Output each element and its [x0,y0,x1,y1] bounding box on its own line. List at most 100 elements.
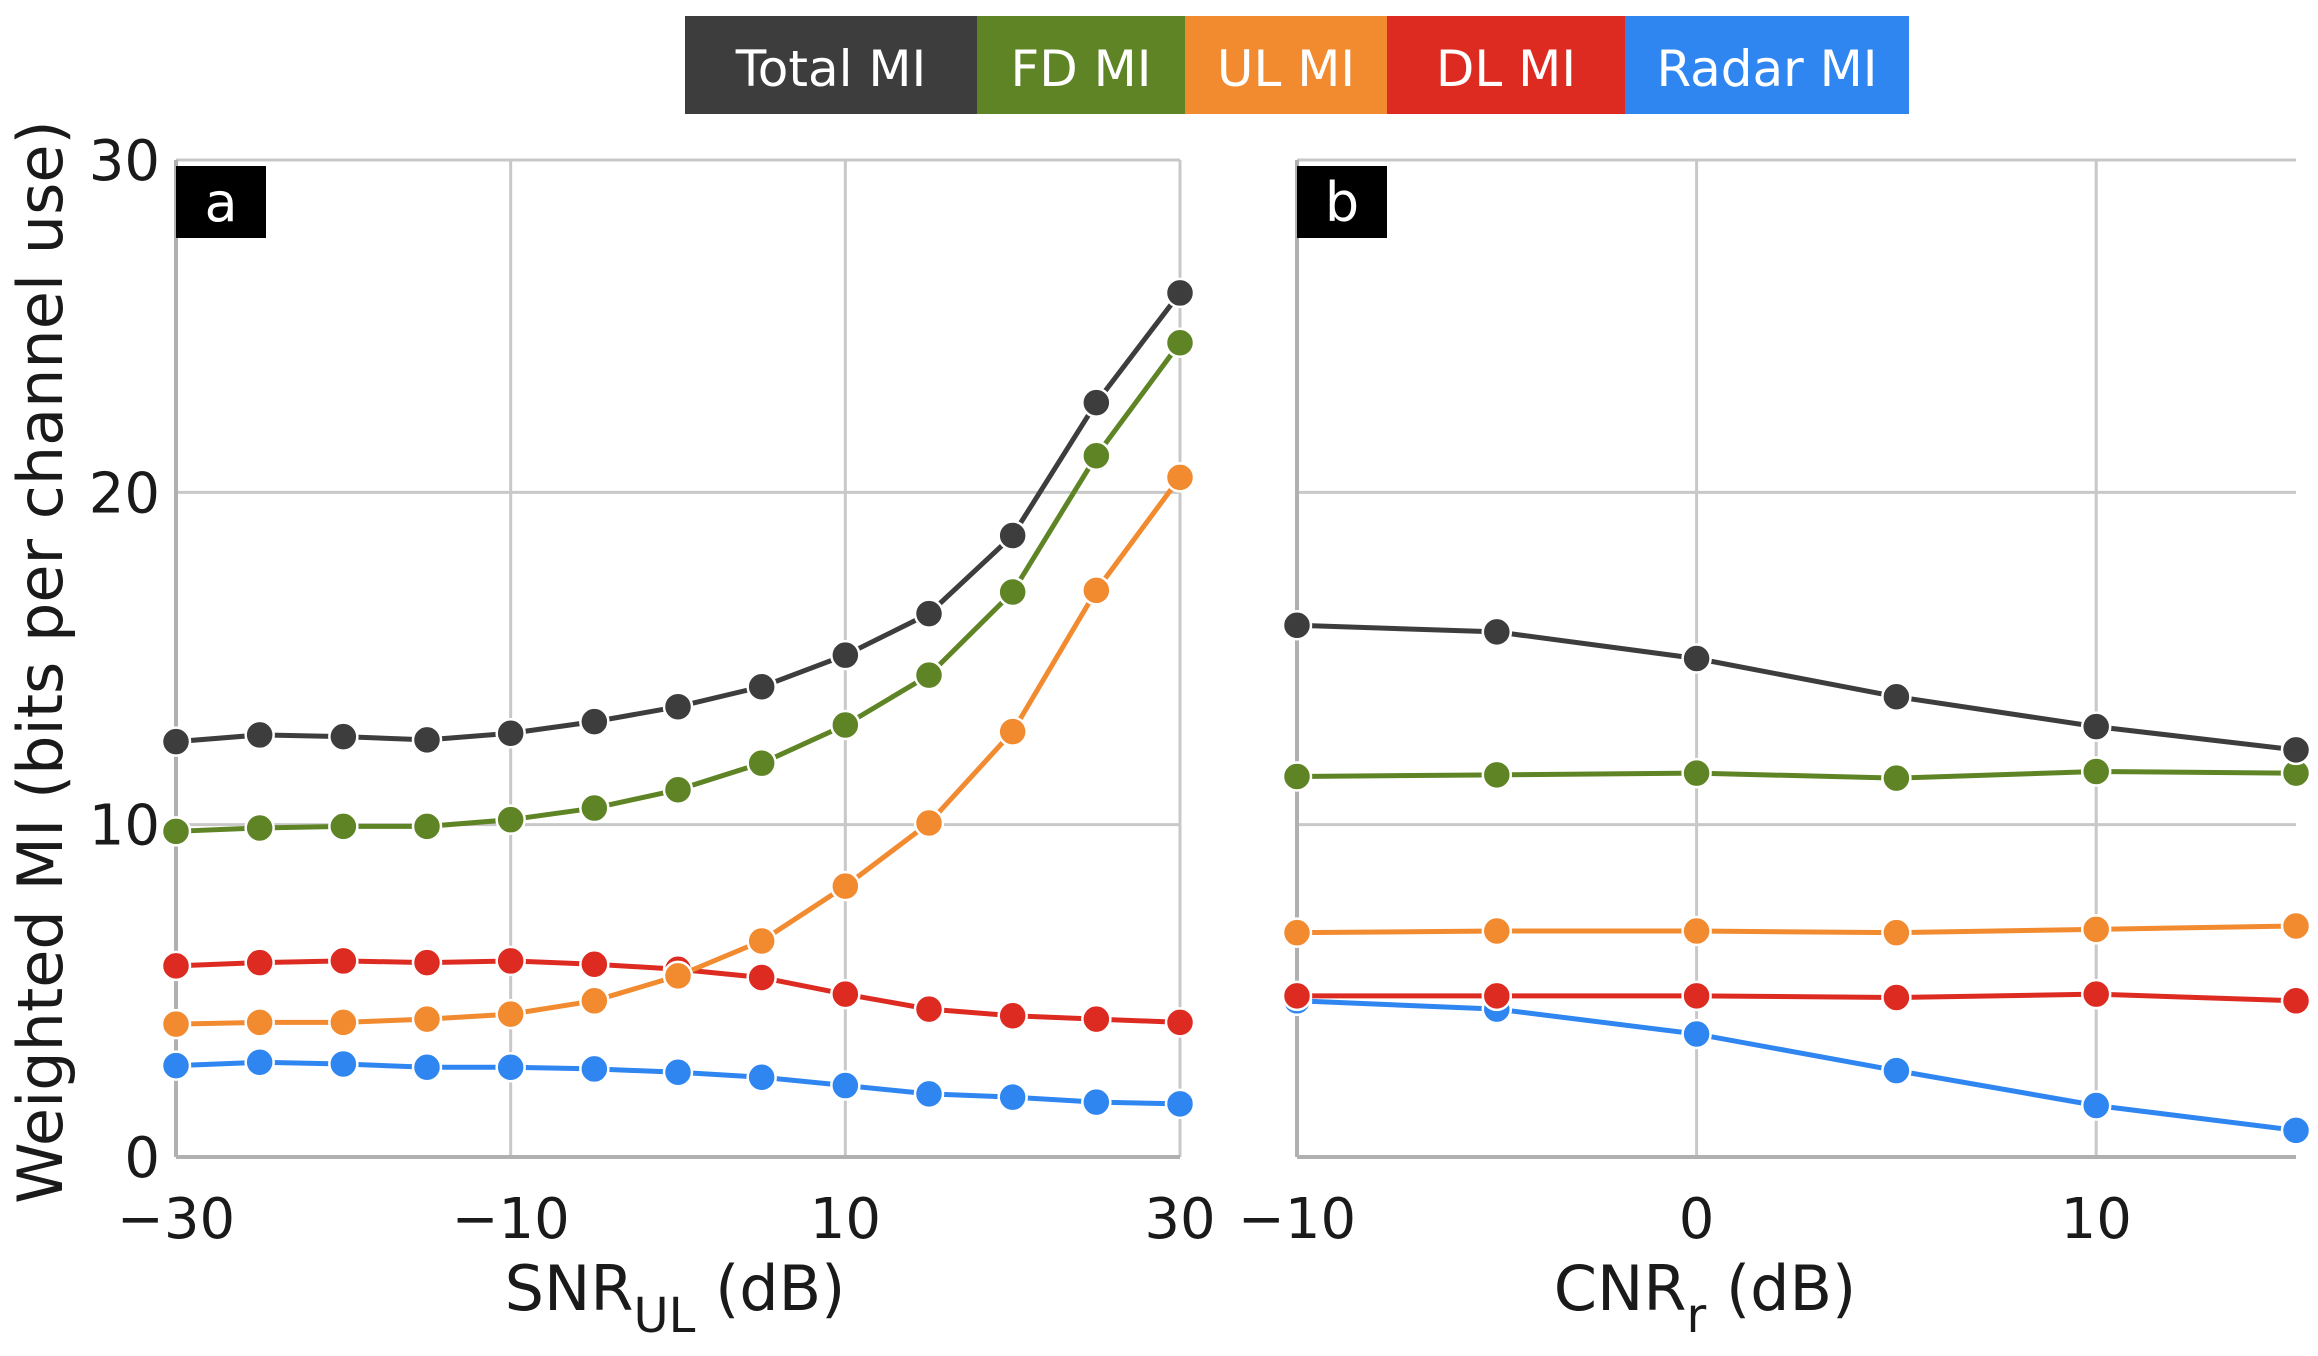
legend-item-total-mi: Total MI [685,16,977,114]
data-point [2280,910,2312,942]
data-point [1081,1086,1112,1118]
data-point [1881,762,1912,794]
data-point [495,804,526,835]
series-fd-mi [160,327,1196,847]
series-radar-mi [1281,985,2312,1146]
data-point [160,950,192,982]
series-total-mi [1281,610,2312,766]
data-point [579,948,610,980]
data-point [1281,980,1313,1012]
data-point [830,870,861,902]
series-line [1296,622,2297,753]
data-point [160,816,192,847]
data-point [746,925,777,957]
data-point [411,811,443,842]
data-point [2280,985,2312,1017]
data-point [1681,915,1712,947]
data-point [579,1053,610,1085]
data-point [411,724,443,756]
legend-item-dl-mi: DL MI [1387,16,1625,114]
data-point [1881,917,1912,948]
data-point [244,947,275,978]
series-line [175,475,1183,1027]
data-point [1481,759,1513,791]
data-point [997,1000,1028,1032]
data-point [244,1007,275,1038]
panel-b-tick-labels: −10 0 10 [1238,1187,2132,1252]
data-point [830,709,861,741]
data-point [1481,980,1513,1012]
legend-label: UL MI [1217,40,1355,98]
data-point [579,792,610,824]
data-point [1281,917,1313,948]
panel-b-plot: −10 0 10 b CNRr (dB) [1238,158,2312,1344]
legend-swatch [1625,16,1909,114]
x-tick-label: 10 [810,1187,881,1252]
data-point [913,807,945,839]
panel-a-tag-label: a [204,171,237,234]
data-point [2080,1090,2112,1121]
legend-label: DL MI [1436,40,1576,98]
panel-a-grid [176,158,1182,1157]
data-point [913,993,945,1025]
data-point [2080,978,2112,1010]
data-point [244,1047,275,1078]
series-line [1296,768,2297,781]
legend-item-ul-mi: UL MI [1185,16,1387,114]
data-point [997,576,1028,608]
x-tick-label: −30 [117,1187,235,1252]
x-tick-label: −10 [452,1187,570,1252]
x-tick-label: 10 [2061,1187,2132,1252]
data-point [662,774,694,806]
data-point [830,639,861,671]
series-line [1297,991,2297,1004]
y-tick-label: 0 [124,1126,160,1191]
data-point [1081,575,1112,606]
data-point [495,1052,526,1083]
data-point [328,1048,359,1080]
data-point [160,1008,192,1040]
data-point [411,1003,443,1035]
legend-item-radar-mi: Radar MI [1625,16,1909,114]
series-line [175,341,1183,834]
data-point [746,962,777,993]
series-fd-mi [1281,756,2312,794]
series-radar-mi [160,1047,1196,1120]
legend: Total MI FD MI UL MI DL MI Radar MI [685,16,1909,114]
data-point [1881,1055,1912,1086]
data-point [579,985,610,1017]
panel-a-series [160,277,1196,1120]
data-point [579,706,610,737]
data-point [1164,1088,1196,1120]
data-point [328,811,359,842]
data-point [1164,462,1196,493]
legend-label: Total MI [735,40,927,98]
y-tick-label: 20 [89,461,160,526]
data-point [830,1070,861,1101]
series-dl-mi [1281,978,2312,1017]
data-point [1164,327,1196,359]
data-point [1081,387,1112,418]
data-point [1081,1003,1112,1035]
panel-a-y-axis-label: Weighted MI (bits per channel use) [4,120,77,1203]
data-point [244,719,275,751]
data-point [495,998,526,1030]
data-point [1281,610,1313,641]
data-point [997,716,1028,747]
data-point [160,726,192,757]
data-point [830,978,861,1010]
data-point [662,1057,694,1088]
legend-label: Radar MI [1657,40,1878,98]
data-point [1481,915,1513,947]
legend-swatch [977,16,1185,114]
data-point [913,598,945,629]
data-point [1164,277,1196,309]
panel-a-tag: a [176,166,266,238]
panel-a-tick-labels: −30 −10 10 30 0 10 20 30 [89,129,1216,1252]
data-point [2080,711,2112,742]
legend-label: FD MI [1010,40,1151,98]
data-point [2280,734,2312,766]
data-point [495,718,526,749]
data-point [2280,1115,2312,1146]
